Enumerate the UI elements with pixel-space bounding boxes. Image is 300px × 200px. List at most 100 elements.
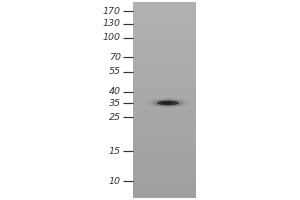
Bar <box>133 2 196 4</box>
Text: 55: 55 <box>109 68 121 76</box>
Bar <box>133 59 196 61</box>
Bar <box>133 70 196 73</box>
Bar <box>133 98 196 100</box>
Bar <box>133 181 196 184</box>
Text: 130: 130 <box>103 20 121 28</box>
Bar <box>133 193 196 196</box>
Text: 10: 10 <box>109 176 121 186</box>
Bar <box>133 43 196 45</box>
Text: 40: 40 <box>109 88 121 97</box>
Bar <box>133 105 196 108</box>
Text: 70: 70 <box>109 52 121 62</box>
Bar <box>133 66 196 69</box>
Bar <box>133 123 196 125</box>
Bar <box>133 168 196 170</box>
Bar <box>133 94 196 96</box>
Bar <box>133 117 196 119</box>
Bar <box>133 140 196 143</box>
Bar <box>133 189 196 192</box>
Bar <box>133 138 196 141</box>
Bar <box>133 47 196 49</box>
Bar <box>133 96 196 98</box>
Bar <box>133 164 196 166</box>
Ellipse shape <box>149 99 187 107</box>
Bar <box>133 41 196 43</box>
Bar <box>133 101 196 104</box>
Bar <box>133 129 196 131</box>
Bar <box>133 16 196 18</box>
Bar <box>133 78 196 80</box>
Text: 170: 170 <box>103 6 121 16</box>
Bar <box>133 111 196 114</box>
Bar <box>133 158 196 160</box>
Bar <box>133 113 196 116</box>
Bar <box>133 135 196 137</box>
Bar <box>133 150 196 153</box>
Bar <box>133 88 196 90</box>
Bar <box>133 12 196 14</box>
Bar <box>133 187 196 190</box>
Bar <box>133 99 196 102</box>
Bar <box>133 6 196 8</box>
Bar <box>133 55 196 57</box>
Bar <box>133 103 196 106</box>
Bar <box>133 144 196 147</box>
Bar <box>133 53 196 55</box>
Bar <box>133 179 196 182</box>
Bar <box>133 86 196 88</box>
Bar <box>133 21 196 24</box>
Bar <box>133 49 196 51</box>
Bar <box>133 191 196 194</box>
Bar <box>133 84 196 86</box>
Bar <box>133 82 196 84</box>
Bar <box>133 178 196 180</box>
Bar <box>133 166 196 168</box>
Bar <box>133 152 196 155</box>
Bar <box>133 146 196 149</box>
Ellipse shape <box>161 102 173 104</box>
Bar <box>133 51 196 53</box>
Bar <box>133 172 196 174</box>
Bar <box>133 76 196 79</box>
Text: 15: 15 <box>109 146 121 156</box>
Bar <box>133 195 196 198</box>
Bar <box>133 37 196 40</box>
Bar <box>133 27 196 30</box>
Bar <box>133 133 196 135</box>
Bar <box>133 156 196 158</box>
Bar <box>133 10 196 12</box>
Bar <box>133 20 196 22</box>
Bar <box>133 35 196 38</box>
Ellipse shape <box>153 99 183 106</box>
Ellipse shape <box>157 100 179 106</box>
Bar <box>133 115 196 118</box>
Bar <box>133 4 196 6</box>
Text: 100: 100 <box>103 33 121 43</box>
Bar <box>133 33 196 36</box>
Bar <box>133 8 196 10</box>
Bar <box>133 131 196 133</box>
Text: 25: 25 <box>109 112 121 121</box>
Bar <box>133 185 196 188</box>
Bar <box>133 119 196 121</box>
Bar <box>133 74 196 77</box>
Bar <box>133 142 196 145</box>
Bar <box>133 137 196 139</box>
Bar <box>133 154 196 157</box>
Bar <box>133 125 196 127</box>
Bar <box>133 39 196 42</box>
Bar <box>133 107 196 110</box>
Bar <box>133 160 196 162</box>
Bar <box>133 18 196 20</box>
Bar <box>133 127 196 129</box>
Bar <box>133 162 196 164</box>
Bar <box>133 183 196 186</box>
Bar <box>133 90 196 92</box>
Bar <box>133 68 196 71</box>
Bar <box>133 29 196 32</box>
Bar <box>133 62 196 65</box>
Bar <box>133 174 196 176</box>
Bar <box>133 92 196 94</box>
Bar <box>133 14 196 16</box>
Bar <box>133 80 196 82</box>
